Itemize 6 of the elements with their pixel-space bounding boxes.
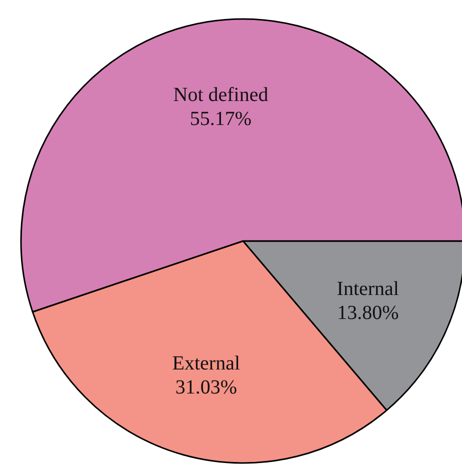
data-label: 55.17% [190, 108, 252, 130]
slice-label: Not defined [173, 84, 268, 106]
slice-label: External [172, 352, 240, 375]
slice-label: Internal [336, 278, 400, 300]
data-label: 13.80% [337, 302, 399, 324]
data-label: 31.03% [175, 376, 237, 399]
